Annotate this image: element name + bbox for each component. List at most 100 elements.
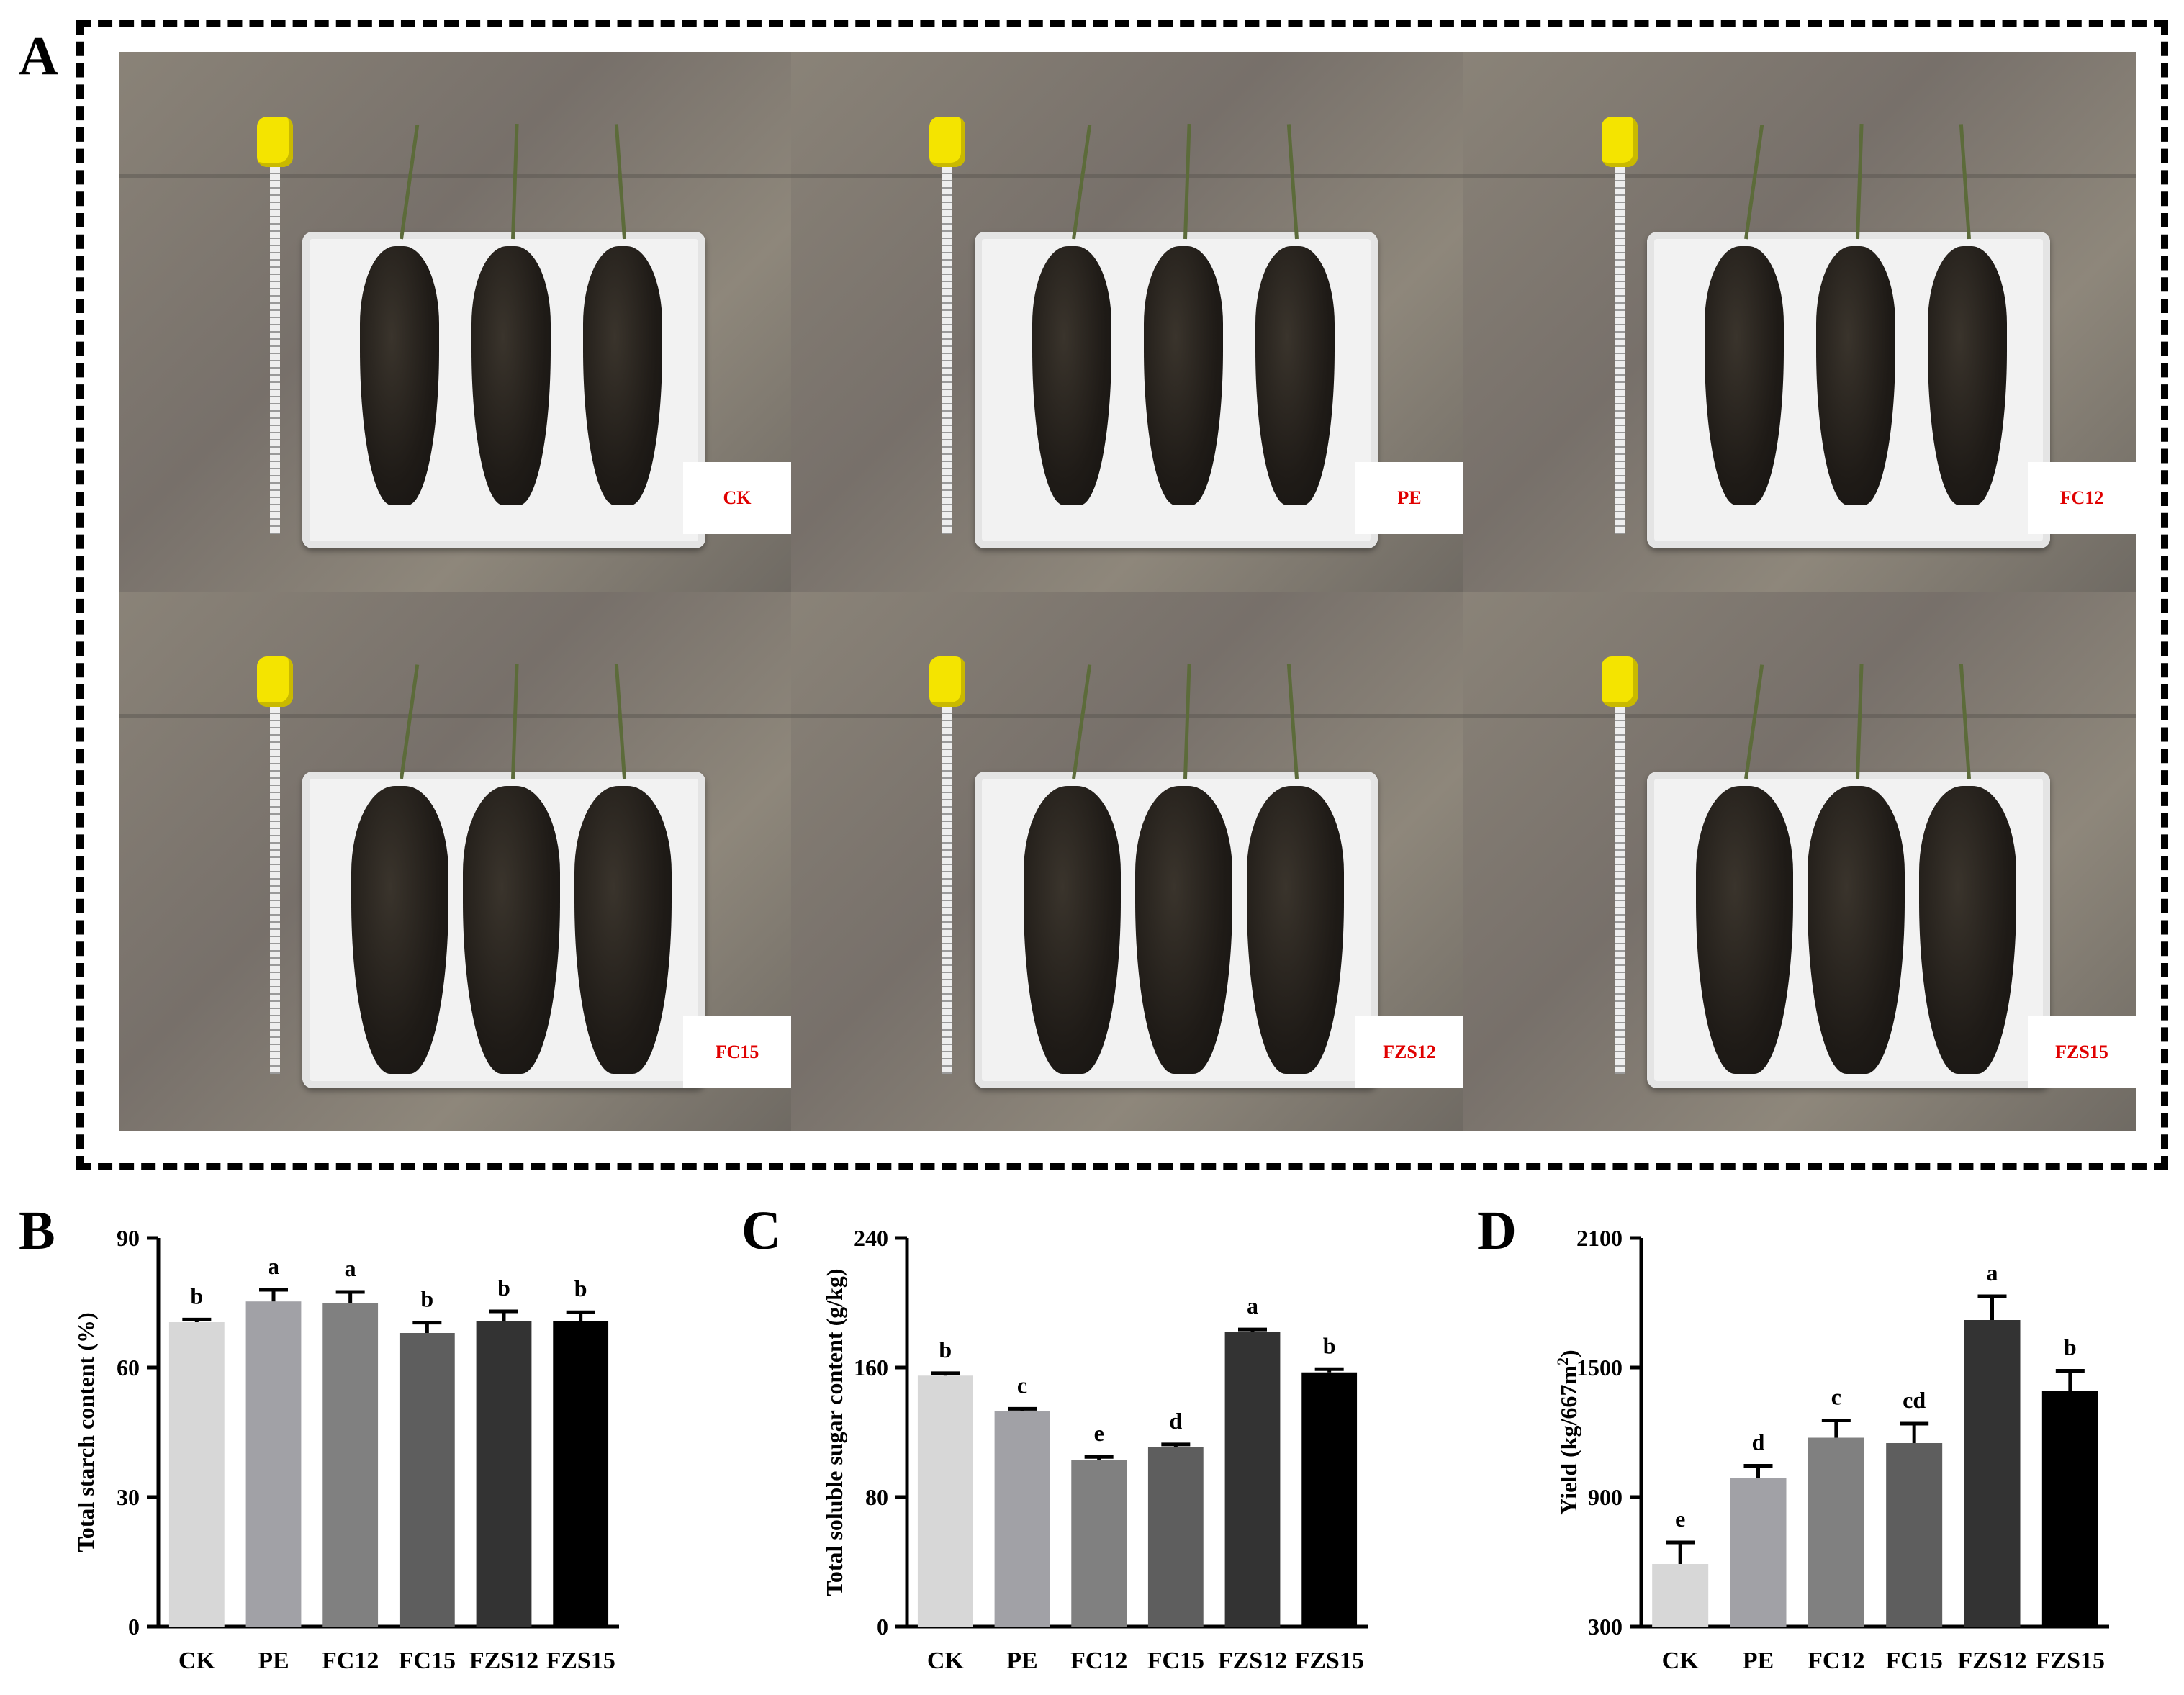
measuring-tape	[942, 145, 952, 534]
vine-stem	[1959, 124, 1971, 240]
vine-stem	[1856, 664, 1864, 779]
y-axis-label: Yield (kg/667m2)	[1553, 1350, 1582, 1514]
yam-tuber	[1705, 246, 1784, 505]
photo-frame	[76, 20, 2168, 1170]
vine-stem	[1959, 664, 1971, 779]
y-tick-label: 2100	[1576, 1225, 1623, 1251]
yam-tuber	[1255, 246, 1335, 505]
photo-label-fc12: FC12	[2028, 462, 2136, 534]
bar-fzs12	[1224, 1332, 1281, 1627]
significance-letter: b	[2064, 1334, 2077, 1360]
bar-fc15	[1147, 1447, 1204, 1627]
x-tick-label: FZS15	[2036, 1647, 2105, 1674]
photo-fzs12: FZS12	[791, 592, 1463, 1131]
bar-pe	[1730, 1478, 1787, 1627]
photo-fc12: FC12	[1463, 52, 2136, 592]
bar-fzs12	[476, 1321, 532, 1627]
yam-tuber	[1695, 786, 1793, 1074]
vine-stem	[1183, 664, 1191, 779]
bar-ck	[917, 1375, 973, 1627]
pavement-crack	[1463, 714, 2136, 718]
bar-fzs15	[553, 1321, 609, 1627]
x-tick-label: CK	[927, 1647, 965, 1674]
photo-pe: PE	[791, 52, 1463, 592]
bar-fzs15	[1301, 1372, 1358, 1627]
significance-letter: b	[574, 1275, 587, 1301]
significance-letter: a	[268, 1253, 279, 1279]
significance-letter: b	[190, 1283, 203, 1308]
vine-stem	[1856, 124, 1864, 240]
tape-measure-icon	[1602, 117, 1638, 167]
yam-tuber	[471, 246, 551, 505]
y-tick-label: 90	[117, 1225, 140, 1251]
x-tick-label: CK	[179, 1647, 216, 1674]
yam-tuber	[360, 246, 439, 505]
bar-fzs12	[1964, 1320, 2021, 1627]
photo-label-fzs15: FZS15	[2028, 1016, 2136, 1088]
photo-ck: CK	[119, 52, 791, 592]
x-tick-label: FC15	[1147, 1647, 1204, 1674]
bar-pe	[994, 1411, 1050, 1627]
y-tick-label: 900	[1588, 1484, 1623, 1510]
significance-letter: cd	[1903, 1387, 1926, 1413]
y-tick-label: 30	[117, 1484, 140, 1510]
yam-tuber	[1134, 786, 1232, 1074]
significance-letter: a	[345, 1255, 356, 1281]
x-tick-label: FC12	[322, 1647, 379, 1674]
measuring-tape	[1615, 145, 1625, 534]
y-tick-label: 160	[854, 1355, 888, 1380]
x-tick-label: FZS12	[1218, 1647, 1287, 1674]
vine-stem	[400, 664, 420, 779]
bar-fc12	[322, 1303, 379, 1627]
yam-tuber	[1246, 786, 1344, 1074]
x-tick-label: PE	[1006, 1647, 1037, 1674]
significance-letter: e	[1094, 1420, 1104, 1446]
yam-tuber	[462, 786, 560, 1074]
y-tick-label: 0	[877, 1614, 888, 1640]
y-axis-label-sup: 2	[1553, 1357, 1571, 1365]
x-tick-label: PE	[1743, 1647, 1774, 1674]
chart-d: 300 900 1500 2100 Yield (kg/667m2) e CK d PE c FC1…	[1553, 1225, 2109, 1674]
photo-label-fc15: FC15	[683, 1016, 791, 1088]
measuring-tape	[942, 685, 952, 1074]
vine-stem	[1286, 124, 1299, 240]
bar-ck	[1652, 1564, 1709, 1627]
x-tick-label: FZS15	[546, 1647, 615, 1674]
panel-letter-a: A	[19, 26, 58, 86]
y-axis-label-end: )	[1556, 1350, 1581, 1357]
vine-stem	[1286, 664, 1299, 779]
x-tick-label: FZS12	[469, 1647, 538, 1674]
tape-measure-icon	[1602, 656, 1638, 707]
vine-stem	[614, 124, 626, 240]
y-axis-label: Total soluble sugar content (g/kg)	[821, 1268, 847, 1596]
yam-tuber	[1816, 246, 1895, 505]
tape-measure-icon	[257, 117, 293, 167]
photo-fzs15: FZS15	[1463, 592, 2136, 1131]
yam-tuber	[1928, 246, 2007, 505]
x-tick-label: PE	[258, 1647, 289, 1674]
x-tick-label: FC12	[1070, 1647, 1127, 1674]
tape-measure-icon	[929, 656, 965, 707]
yam-tuber	[1918, 786, 2016, 1074]
bar-fc12	[1808, 1437, 1864, 1627]
measuring-tape	[270, 685, 280, 1074]
measuring-tape	[1615, 685, 1625, 1074]
vine-stem	[1072, 125, 1092, 240]
significance-letter: c	[1017, 1372, 1027, 1398]
yam-tuber	[1032, 246, 1111, 505]
vine-stem	[1183, 124, 1191, 240]
y-tick-label: 300	[1588, 1614, 1623, 1640]
bar-pe	[245, 1301, 302, 1627]
pavement-crack	[791, 174, 1463, 178]
vine-stem	[1744, 125, 1764, 240]
x-tick-label: FZS15	[1294, 1647, 1363, 1674]
photo-fc15: FC15	[119, 592, 791, 1131]
significance-letter: c	[1831, 1384, 1841, 1410]
pavement-crack	[1463, 174, 2136, 178]
tape-measure-icon	[257, 656, 293, 707]
vine-stem	[1072, 664, 1092, 779]
chart-b: 0 30 60 90 Total starch content (%) b CK a PE a FC…	[73, 1225, 619, 1674]
significance-letter: b	[420, 1286, 433, 1312]
vine-stem	[511, 124, 519, 240]
measuring-tape	[270, 145, 280, 534]
